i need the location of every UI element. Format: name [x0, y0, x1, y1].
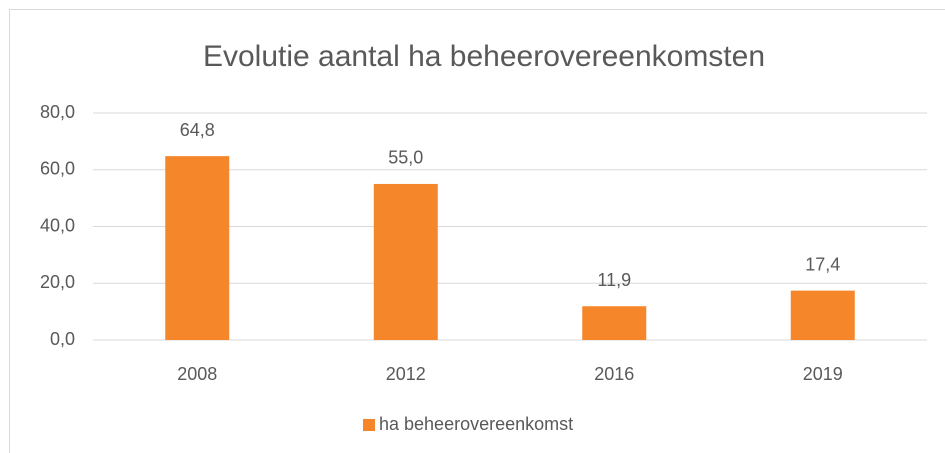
- chart-title: Evolutie aantal ha beheerovereenkomsten: [203, 40, 765, 73]
- data-label: 64,8: [180, 120, 215, 140]
- data-label: 17,4: [805, 254, 840, 274]
- y-tick-label: 80,0: [40, 102, 75, 122]
- bar: [582, 306, 647, 340]
- bar: [373, 183, 438, 340]
- chart-border: [9, 9, 945, 453]
- data-label: 55,0: [388, 148, 423, 168]
- x-tick-label: 2012: [386, 364, 426, 384]
- bar: [165, 156, 230, 340]
- data-label: 11,9: [597, 270, 631, 290]
- y-tick-label: 60,0: [40, 159, 75, 179]
- bar: [790, 290, 855, 340]
- x-tick-label: 2019: [803, 364, 843, 384]
- x-tick-label: 2016: [594, 364, 634, 384]
- y-tick-label: 20,0: [40, 272, 75, 292]
- y-tick-label: 0,0: [50, 329, 75, 349]
- x-tick-label: 2008: [177, 364, 217, 384]
- legend-label: ha beheerovereenkomst: [379, 414, 573, 434]
- legend-swatch: [363, 419, 375, 431]
- y-tick-label: 40,0: [40, 215, 75, 235]
